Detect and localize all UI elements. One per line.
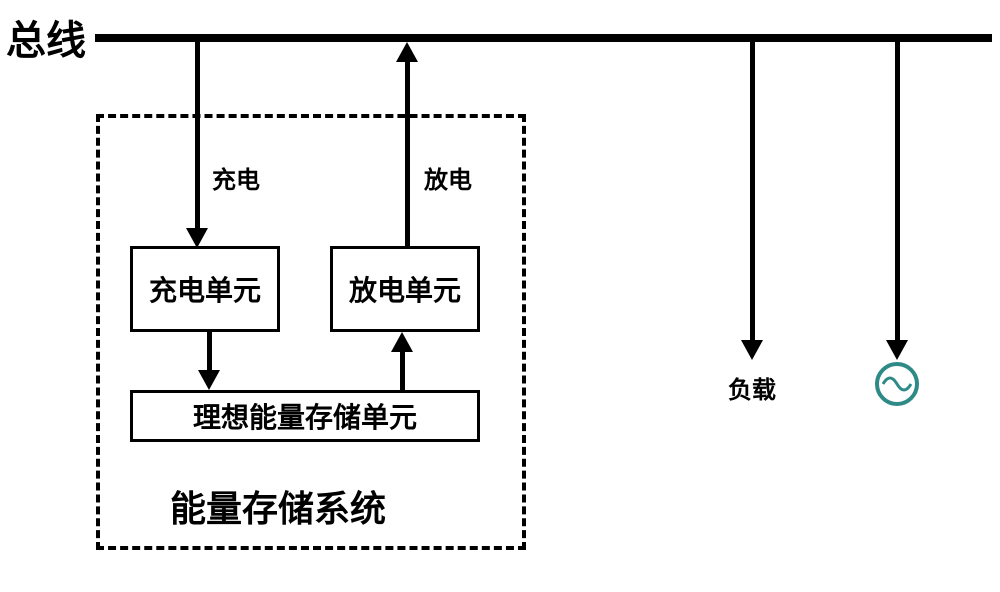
charge-to-storage-line [207, 332, 212, 372]
charge-to-storage-arrow-down-icon [198, 370, 220, 390]
charge-connector-line [195, 42, 200, 228]
load-connector-line [750, 42, 755, 342]
ac-connector-arrow-down-icon [886, 340, 908, 360]
load-connector-arrow-down-icon [741, 340, 763, 360]
charge-label: 充电 [212, 160, 260, 195]
discharge-unit-label: 放电单元 [349, 269, 461, 309]
discharge-connector-line [405, 60, 410, 246]
discharge-label: 放电 [424, 160, 472, 195]
discharge-unit-box: 放电单元 [330, 246, 480, 332]
bus-label: 总线 [6, 8, 86, 66]
storage-to-discharge-line [400, 350, 405, 390]
system-title: 能量存储系统 [170, 480, 386, 532]
storage-to-discharge-arrow-up-icon [391, 332, 413, 352]
bus-line [95, 34, 992, 42]
storage-unit-box: 理想能量存储单元 [130, 390, 480, 442]
charge-unit-box: 充电单元 [130, 246, 280, 332]
charge-connector-arrow-down-icon [186, 228, 208, 248]
load-label: 负载 [728, 370, 776, 405]
ac-connector-line [895, 42, 900, 342]
sine-wave-icon [882, 375, 912, 393]
discharge-connector-arrow-up-icon [396, 42, 418, 62]
storage-unit-label: 理想能量存储单元 [193, 396, 417, 436]
ac-source-icon [875, 362, 919, 406]
charge-unit-label: 充电单元 [149, 269, 261, 309]
